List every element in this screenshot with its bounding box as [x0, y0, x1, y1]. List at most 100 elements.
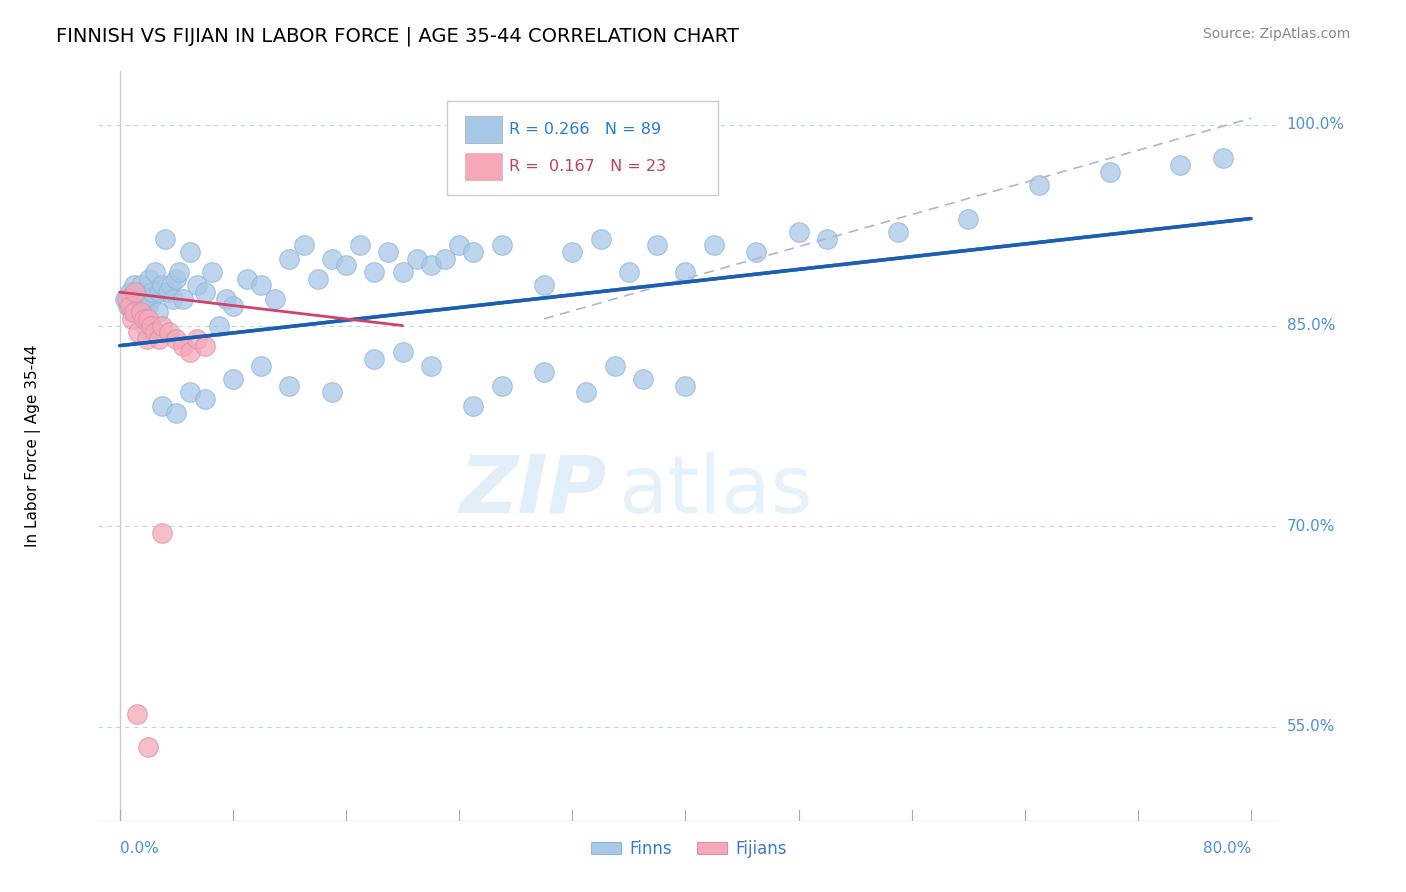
Point: [575, 385, 598, 400]
Point: [186, 332, 208, 346]
Point: [128, 305, 150, 319]
Point: [150, 525, 173, 540]
Point: [886, 225, 908, 239]
Point: [139, 318, 162, 333]
Point: [349, 238, 371, 252]
Text: 55.0%: 55.0%: [1286, 720, 1334, 734]
Point: [125, 706, 148, 721]
Point: [134, 318, 156, 333]
Point: [193, 338, 215, 352]
Point: [143, 265, 166, 279]
Point: [129, 278, 152, 293]
Point: [127, 285, 149, 299]
Point: [120, 292, 142, 306]
Text: 85.0%: 85.0%: [1286, 318, 1334, 333]
Point: [121, 305, 143, 319]
Point: [631, 372, 654, 386]
Point: [135, 292, 157, 306]
Point: [815, 231, 838, 245]
Point: [589, 231, 612, 245]
Point: [143, 325, 166, 339]
Point: [150, 278, 173, 293]
Text: 100.0%: 100.0%: [1286, 118, 1344, 132]
Point: [146, 305, 169, 319]
Point: [124, 298, 146, 313]
Point: [153, 231, 176, 245]
Point: [1098, 164, 1121, 178]
Point: [491, 378, 513, 392]
Point: [200, 265, 222, 279]
Point: [745, 244, 768, 259]
Point: [377, 244, 399, 259]
Legend: Finns, Fijians: Finns, Fijians: [585, 833, 793, 864]
Point: [419, 359, 441, 373]
Point: [673, 378, 696, 392]
Point: [148, 332, 170, 346]
FancyBboxPatch shape: [464, 116, 502, 143]
Point: [222, 298, 245, 313]
Point: [433, 252, 456, 266]
Point: [335, 258, 357, 272]
Point: [159, 278, 181, 293]
Point: [132, 311, 155, 326]
Point: [136, 739, 159, 754]
Point: [172, 292, 194, 306]
Point: [321, 385, 343, 400]
Point: [603, 359, 626, 373]
Point: [391, 345, 413, 359]
Point: [405, 252, 427, 266]
Point: [179, 385, 201, 400]
Point: [136, 298, 159, 313]
Point: [124, 285, 146, 299]
Text: 70.0%: 70.0%: [1286, 519, 1334, 533]
Point: [122, 278, 145, 293]
Point: [179, 244, 201, 259]
Point: [138, 271, 160, 285]
Point: [1028, 178, 1050, 192]
Point: [129, 305, 152, 319]
Point: [673, 265, 696, 279]
Point: [118, 298, 141, 313]
Point: [292, 238, 315, 252]
Point: [125, 292, 148, 306]
Point: [533, 365, 555, 379]
Point: [208, 318, 231, 333]
Point: [250, 278, 273, 293]
Point: [957, 211, 980, 226]
Point: [165, 332, 187, 346]
Point: [186, 278, 208, 293]
Point: [117, 298, 139, 313]
FancyBboxPatch shape: [447, 102, 718, 195]
Point: [703, 238, 725, 252]
Point: [118, 285, 141, 299]
Point: [135, 332, 157, 346]
Point: [148, 285, 170, 299]
Point: [193, 392, 215, 407]
Point: [167, 265, 190, 279]
Point: [1170, 158, 1192, 172]
Point: [533, 278, 555, 293]
Text: ZIP: ZIP: [458, 452, 606, 530]
Point: [215, 292, 238, 306]
Text: FINNISH VS FIJIAN IN LABOR FORCE | AGE 35-44 CORRELATION CHART: FINNISH VS FIJIAN IN LABOR FORCE | AGE 3…: [56, 27, 740, 46]
Point: [491, 238, 513, 252]
Point: [162, 292, 184, 306]
Point: [561, 244, 583, 259]
Point: [165, 271, 187, 285]
Point: [179, 345, 201, 359]
Point: [222, 372, 245, 386]
Point: [463, 244, 485, 259]
Point: [150, 318, 173, 333]
Text: R =  0.167   N = 23: R = 0.167 N = 23: [509, 159, 666, 174]
Point: [236, 271, 259, 285]
Point: [1212, 151, 1234, 165]
Point: [449, 238, 471, 252]
Point: [127, 325, 149, 339]
Point: [131, 292, 153, 306]
Point: [250, 359, 273, 373]
Point: [172, 338, 194, 352]
Point: [278, 252, 301, 266]
Point: [136, 311, 159, 326]
Point: [157, 325, 180, 339]
Point: [264, 292, 287, 306]
